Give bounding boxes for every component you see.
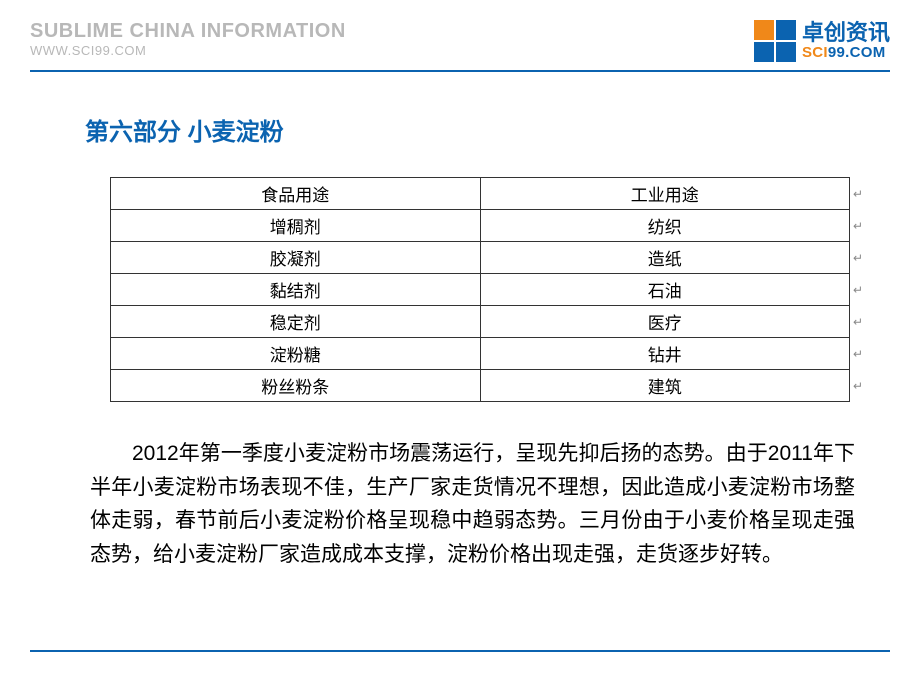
table-cell: 胶凝剂: [111, 242, 481, 274]
table-row: 粉丝粉条 建筑↵: [111, 370, 850, 402]
body-paragraph: 2012年第一季度小麦淀粉市场震荡运行，呈现先抑后扬的态势。由于2011年下半年…: [85, 437, 860, 571]
table-cell: 增稠剂: [111, 210, 481, 242]
table-row: 淀粉糖 钻井↵: [111, 338, 850, 370]
table-header-col1: 食品用途: [111, 178, 481, 210]
section-title: 第六部分 小麦淀粉: [85, 112, 860, 147]
table-cell: 建筑↵: [480, 370, 850, 402]
table-row: 黏结剂 石油↵: [111, 274, 850, 306]
table-cell: 石油↵: [480, 274, 850, 306]
company-url: WWW.SCI99.COM: [30, 43, 346, 58]
main-content: 第六部分 小麦淀粉 食品用途 工业用途↵ 增稠剂 纺织↵ 胶凝剂 造纸↵ 黏结剂…: [0, 72, 920, 571]
table-cell: 粉丝粉条: [111, 370, 481, 402]
table-cell: 黏结剂: [111, 274, 481, 306]
table-row: 胶凝剂 造纸↵: [111, 242, 850, 274]
uses-table-wrap: 食品用途 工业用途↵ 增稠剂 纺织↵ 胶凝剂 造纸↵ 黏结剂 石油↵ 稳定剂 医…: [110, 177, 850, 402]
table-header-row: 食品用途 工业用途↵: [111, 178, 850, 210]
company-logo: 卓创资讯 SCI99.COM: [754, 20, 890, 62]
page-header: SUBLIME CHINA INFORMATION WWW.SCI99.COM …: [0, 0, 920, 70]
table-cell: 医疗↵: [480, 306, 850, 338]
table-row: 增稠剂 纺织↵: [111, 210, 850, 242]
table-cell: 稳定剂: [111, 306, 481, 338]
header-left: SUBLIME CHINA INFORMATION WWW.SCI99.COM: [30, 20, 346, 58]
table-cell: 钻井↵: [480, 338, 850, 370]
uses-table: 食品用途 工业用途↵ 增稠剂 纺织↵ 胶凝剂 造纸↵ 黏结剂 石油↵ 稳定剂 医…: [110, 177, 850, 402]
footer-divider: [30, 650, 890, 652]
table-row: 稳定剂 医疗↵: [111, 306, 850, 338]
logo-text: 卓创资讯 SCI99.COM: [802, 21, 890, 62]
logo-en: SCI99.COM: [802, 45, 890, 62]
logo-cn: 卓创资讯: [802, 21, 890, 45]
table-header-col2: 工业用途↵: [480, 178, 850, 210]
table-cell: 造纸↵: [480, 242, 850, 274]
company-name-en: SUBLIME CHINA INFORMATION: [30, 20, 346, 43]
table-cell: 淀粉糖: [111, 338, 481, 370]
table-cell: 纺织↵: [480, 210, 850, 242]
logo-grid-icon: [754, 20, 796, 62]
